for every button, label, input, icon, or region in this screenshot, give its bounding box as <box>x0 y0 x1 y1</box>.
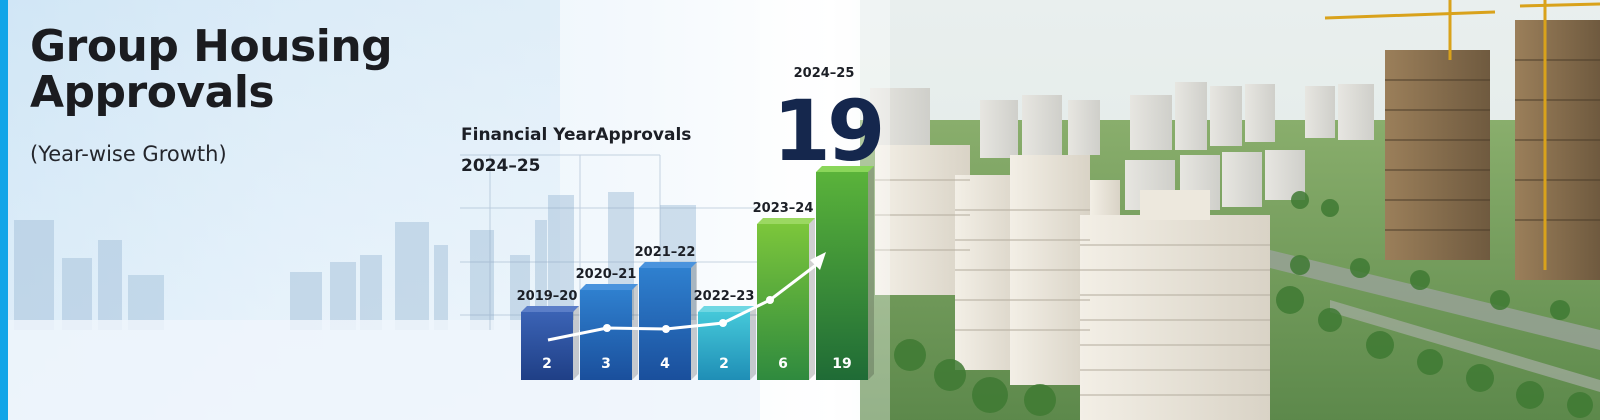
bar-category-label: 2022–23 <box>694 289 755 304</box>
trend-line-path <box>547 260 821 342</box>
title-block: Group Housing Approvals (Year-wise Growt… <box>30 21 450 167</box>
bar-side-2022–23 <box>750 306 756 380</box>
bar-top-2020–21 <box>580 284 638 290</box>
trend-point <box>662 325 670 333</box>
chart-heading-year: 2024–25 <box>461 156 540 176</box>
bar-side-2019–20 <box>573 306 579 380</box>
bar-side-2020–21 <box>632 284 638 380</box>
trend-point <box>603 324 611 332</box>
bar-value-label: 2 <box>542 356 552 372</box>
trend-line <box>547 252 826 342</box>
bar-category-label: 2020–21 <box>576 267 637 282</box>
window-lines <box>875 179 1270 396</box>
bar-category-label: 2021–22 <box>635 245 696 260</box>
bar-2021–22 <box>639 268 691 380</box>
bar-side-2023–24 <box>809 218 815 380</box>
bar-top-2023–24 <box>757 218 815 224</box>
front-building <box>1080 190 1270 420</box>
bar-value-label: 19 <box>832 356 851 372</box>
bar-side-2024–25 <box>868 166 874 380</box>
accent-stripe <box>0 0 8 420</box>
bar-top-2024–25 <box>816 166 874 172</box>
bar-2019–20 <box>521 312 573 380</box>
bar-series: 2 2019–20 3 2020–21 4 2021–22 2 2022–23 6 2023–24… <box>517 166 874 380</box>
trend-arrowhead <box>810 252 826 270</box>
page-title: Group Housing Approvals <box>30 21 393 118</box>
bar-top-2022–23 <box>698 306 756 312</box>
construction-towers <box>1385 20 1600 280</box>
chart-heading: Financial YearApprovals <box>461 125 691 145</box>
trees <box>894 191 1593 418</box>
bar-category-label: 2019–20 <box>517 289 578 304</box>
page-subtitle: (Year-wise Growth) <box>30 142 227 166</box>
bar-2020–21 <box>580 290 632 380</box>
bar-value-label: 6 <box>778 356 788 372</box>
highlight-value: 19 <box>773 82 882 180</box>
trend-point <box>766 296 774 304</box>
bar-value-label: 2 <box>719 356 729 372</box>
bar-side-2021–22 <box>691 262 697 380</box>
trend-point <box>719 319 727 327</box>
tower-cranes <box>1324 0 1600 270</box>
bar-value-label: 4 <box>660 356 670 372</box>
bar-top-2019–20 <box>521 306 579 312</box>
bar-value-label: 3 <box>601 356 611 372</box>
bar-top-2021–22 <box>639 262 697 268</box>
highlight-year-label: 2024–25 <box>794 66 855 81</box>
bar-category-label: 2023–24 <box>753 201 814 216</box>
bar-2024–25 <box>816 172 868 380</box>
